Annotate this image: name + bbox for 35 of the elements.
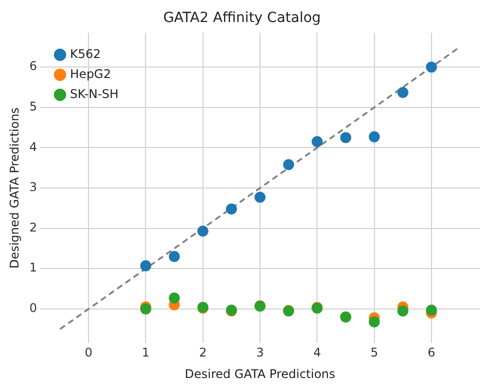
- legend-label: K562: [70, 46, 101, 61]
- x-tick-label: 1: [142, 346, 150, 360]
- y-tick-label: 2: [29, 220, 38, 234]
- legend-label: SK-N-SH: [70, 86, 119, 101]
- point: [368, 131, 380, 142]
- x-tick-label: 4: [313, 346, 321, 360]
- x-tick-label: 2: [199, 346, 207, 360]
- y-tick-label: 6: [29, 59, 38, 74]
- x-tick-label: 3: [256, 346, 264, 360]
- chart-title: GATA2 Affinity Catalog: [163, 10, 321, 26]
- point: [426, 304, 437, 316]
- y-axis-title: Designed GATA Predictions: [7, 107, 22, 269]
- x-tick-label: 0: [84, 346, 92, 360]
- x-tick-label: 6: [428, 346, 436, 360]
- point: [254, 192, 266, 203]
- point: [397, 305, 408, 316]
- x-tick-label: 5: [370, 346, 378, 360]
- point: [197, 226, 208, 237]
- point: [340, 132, 352, 144]
- point: [426, 62, 437, 73]
- point: [168, 251, 180, 262]
- y-tick-label: 4: [29, 140, 38, 154]
- point: [397, 86, 408, 98]
- y-tick-label: 0: [29, 301, 38, 316]
- x-axis-title: Desired GATA Predictions: [184, 366, 336, 381]
- y-tick-label: 5: [29, 100, 38, 114]
- point: [226, 203, 237, 214]
- point: [168, 292, 180, 304]
- point: [283, 159, 294, 170]
- legend-label: HepG2: [70, 66, 112, 81]
- point: [368, 316, 380, 328]
- y-tick-label: 3: [29, 180, 38, 194]
- point: [140, 260, 152, 272]
- y-tick-label: 1: [29, 260, 38, 275]
- point: [312, 136, 323, 148]
